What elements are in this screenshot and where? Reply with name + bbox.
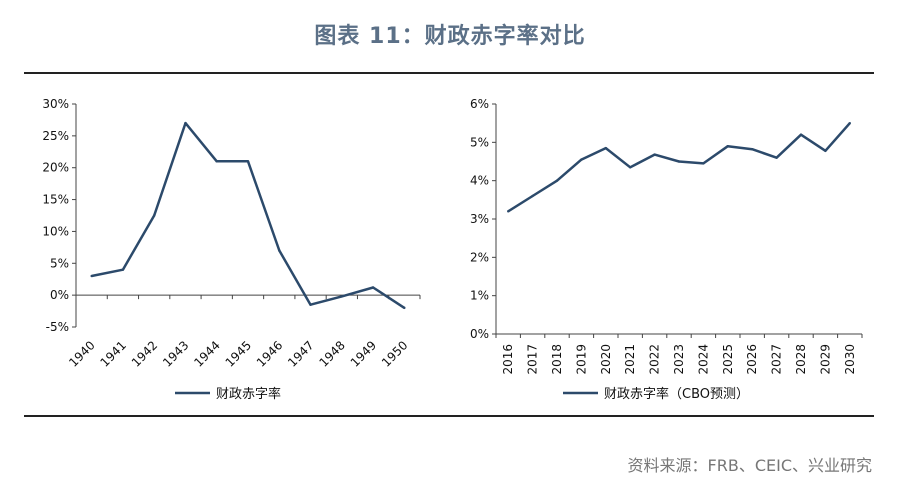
legend-label: 财政赤字率（CBO预测） xyxy=(604,386,749,402)
data-point xyxy=(580,158,583,161)
data-point xyxy=(531,194,534,198)
data-point xyxy=(90,274,93,278)
y-tick-label: 3% xyxy=(470,212,489,226)
data-point xyxy=(799,133,803,136)
data-point xyxy=(555,179,559,182)
x-tick-label: 2030 xyxy=(843,344,857,375)
x-tick-label: 2018 xyxy=(550,344,564,375)
figure-title: 图表 11：财政赤字率对比 xyxy=(314,24,586,49)
data-point xyxy=(653,153,656,156)
bottom-rule xyxy=(24,415,874,417)
series-line xyxy=(507,122,851,213)
y-tick-label: 0% xyxy=(50,288,69,302)
data-point xyxy=(702,162,705,165)
x-tick-label: 2029 xyxy=(818,344,832,375)
x-tick-label: 2022 xyxy=(648,344,662,375)
data-point xyxy=(371,286,375,289)
y-tick-label: 30% xyxy=(42,97,69,111)
y-tick-label: 1% xyxy=(470,289,489,303)
y-tick-label: 20% xyxy=(42,161,69,175)
y-tick-label: 4% xyxy=(470,174,489,188)
x-tick-label: 2026 xyxy=(745,344,759,375)
data-point xyxy=(121,268,125,271)
x-tick-label: 2024 xyxy=(696,344,710,375)
y-tick-label: 5% xyxy=(470,135,489,149)
x-tick-label: 2028 xyxy=(794,344,808,375)
top-rule xyxy=(24,72,874,74)
data-point xyxy=(775,156,778,159)
data-point xyxy=(677,160,681,163)
data-point xyxy=(152,214,156,217)
data-point xyxy=(507,210,510,213)
data-point xyxy=(726,144,729,148)
x-tick-label: 2027 xyxy=(770,344,784,375)
x-tick-label: 2019 xyxy=(574,344,588,375)
data-point xyxy=(824,149,827,152)
y-tick-label: 25% xyxy=(42,129,69,143)
data-point xyxy=(278,249,281,252)
data-point xyxy=(751,148,754,151)
y-tick-label: 5% xyxy=(50,256,69,270)
x-tick-label: 2020 xyxy=(599,344,613,375)
x-tick-label: 2016 xyxy=(501,344,515,375)
data-point xyxy=(184,121,187,125)
data-point xyxy=(246,160,250,163)
x-tick-label: 2025 xyxy=(721,344,735,375)
data-point xyxy=(848,121,851,125)
y-tick-label: 6% xyxy=(470,97,489,111)
y-tick-label: 10% xyxy=(42,224,69,238)
data-point xyxy=(403,306,406,310)
legend-label: 财政赤字率 xyxy=(216,386,281,402)
data-point xyxy=(309,303,312,306)
source-note: 资料来源：FRB、CEIC、兴业研究 xyxy=(627,456,872,475)
x-tick-label: 2023 xyxy=(672,344,686,375)
y-tick-label: 0% xyxy=(470,327,489,341)
data-point xyxy=(215,160,218,163)
x-tick-label: 2021 xyxy=(623,344,637,375)
data-point xyxy=(340,295,344,298)
data-point xyxy=(604,146,607,150)
y-tick-label: -5% xyxy=(46,320,69,334)
y-tick-label: 15% xyxy=(42,193,69,207)
y-tick-label: 2% xyxy=(470,250,489,264)
data-point xyxy=(629,166,632,169)
x-tick-label: 2017 xyxy=(526,344,540,375)
